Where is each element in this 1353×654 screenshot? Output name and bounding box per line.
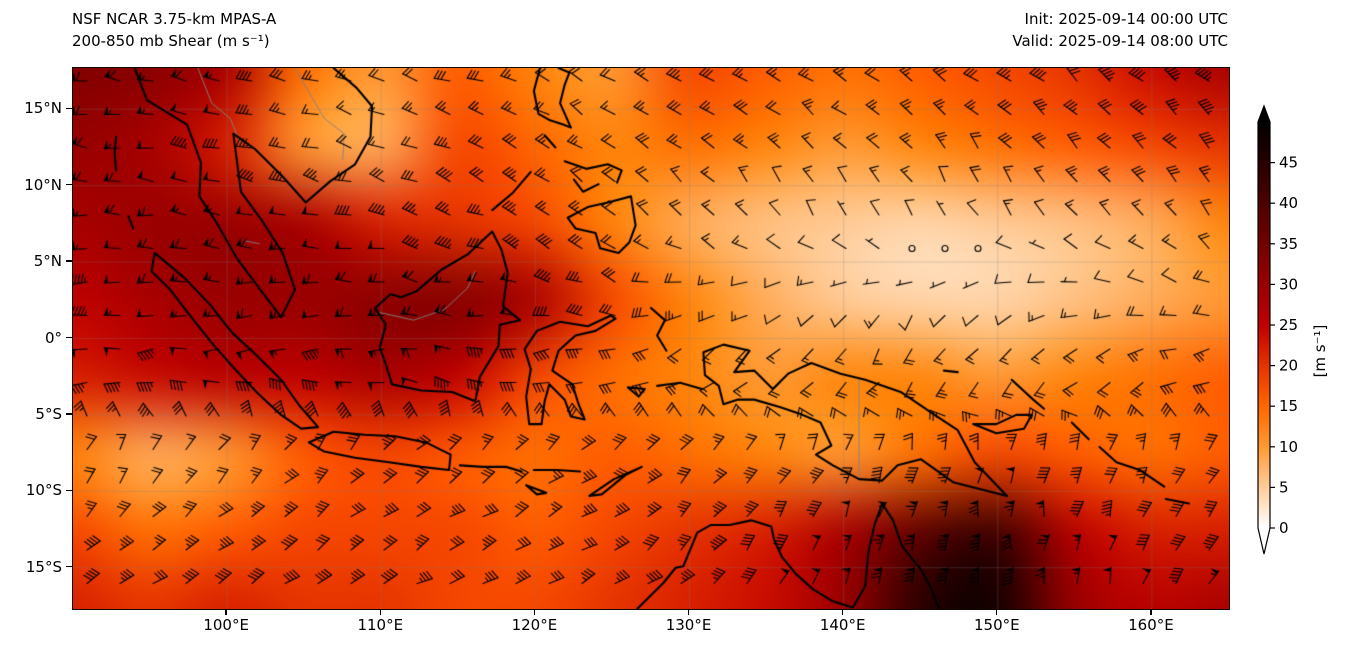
y-tick-label: 15°S [25, 557, 62, 576]
field-title: 200-850 mb Shear (m s⁻¹) [72, 32, 270, 50]
colorbar-tick-label: 30 [1279, 275, 1298, 293]
x-tick-mark [687, 609, 690, 615]
shear-heatmap-canvas [73, 68, 1229, 609]
colorbar: 0 5 10 15 20 25 30 35 40 45 [m s⁻¹] [1257, 104, 1329, 555]
x-tick-label: 140°E [819, 616, 866, 634]
title-block-right: Init: 2025-09-14 00:00 UTC Valid: 2025-0… [1012, 8, 1228, 52]
map-panel [72, 67, 1230, 610]
x-tick-mark [841, 609, 844, 615]
colorbar-extend-max-arrow [1258, 106, 1270, 122]
colorbar-tick-label: 0 [1279, 519, 1289, 537]
colorbar-tick-label: 20 [1279, 357, 1298, 375]
colorbar-tick-label: 15 [1279, 397, 1298, 415]
init-time-label: Init: 2025-09-14 00:00 UTC [1024, 10, 1228, 28]
x-tick-label: 120°E [511, 616, 558, 634]
colorbar-tick-label: 35 [1279, 235, 1298, 253]
x-tick-label: 130°E [665, 616, 712, 634]
x-tick-label: 150°E [973, 616, 1020, 634]
y-tick-mark [66, 566, 72, 568]
colorbar-gradient [1258, 122, 1270, 528]
y-tick-label: 10°S [25, 481, 62, 500]
y-tick-mark [66, 260, 72, 262]
x-tick-mark [379, 609, 381, 615]
x-tick-mark [225, 609, 227, 615]
valid-time-label: Valid: 2025-09-14 08:00 UTC [1012, 32, 1228, 50]
title-block-left: NSF NCAR 3.75-km MPAS-A 200-850 mb Shear… [72, 8, 276, 52]
colorbar-tick-label: 5 [1279, 478, 1289, 496]
y-tick-label: 10°N [24, 175, 62, 194]
colorbar-tick-label: 45 [1279, 154, 1298, 172]
y-tick-mark [66, 489, 72, 491]
model-title: NSF NCAR 3.75-km MPAS-A [72, 10, 277, 28]
colorbar-unit-label: [m s⁻¹] [1311, 325, 1329, 378]
x-tick-label: 100°E [203, 616, 249, 634]
colorbar-tick-label: 25 [1279, 316, 1298, 334]
y-tick-label: 0° [44, 328, 62, 347]
colorbar-tick-label: 40 [1279, 194, 1298, 212]
y-tick-mark [66, 183, 72, 186]
y-tick-mark [66, 336, 72, 339]
y-tick-label: 5°N [33, 252, 62, 271]
x-tick-label: 110°E [357, 616, 404, 634]
x-tick-mark [996, 609, 998, 615]
y-tick-label: 5°S [35, 404, 62, 423]
colorbar-tick-label: 10 [1279, 438, 1298, 456]
y-tick-mark [66, 107, 72, 109]
x-tick-mark [533, 609, 536, 615]
x-tick-label: 160°E [1128, 616, 1174, 634]
y-tick-label: 15°N [24, 99, 62, 118]
y-tick-mark [66, 413, 72, 415]
colorbar-extend-min-arrow [1258, 528, 1270, 554]
x-tick-mark [1150, 609, 1152, 615]
